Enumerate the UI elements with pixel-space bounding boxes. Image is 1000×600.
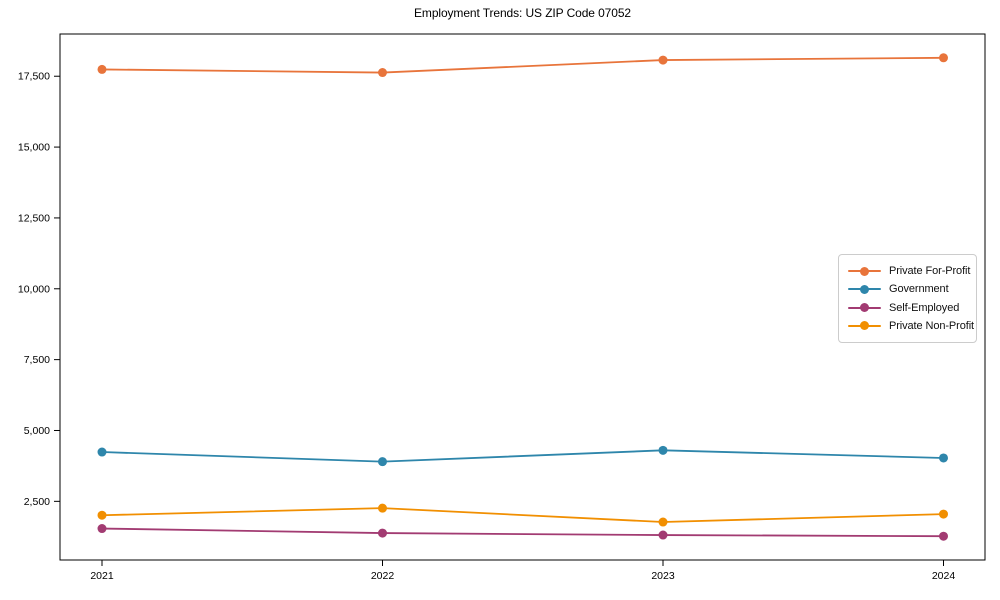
line-government bbox=[101, 449, 944, 463]
marker-private-non-profit-2021 bbox=[97, 510, 107, 520]
legend-label: Government bbox=[889, 283, 949, 296]
marker-self-employed-2023 bbox=[658, 530, 668, 540]
marker-self-employed-2024 bbox=[939, 531, 948, 541]
legend-marker-dot bbox=[860, 266, 869, 276]
legend-item-private-for-profit: Private For-Profit bbox=[848, 262, 971, 280]
x-tick-label: 2023 bbox=[651, 570, 675, 582]
legend-label: Private Non-Profit bbox=[889, 319, 975, 332]
marker-government-2021 bbox=[97, 447, 107, 457]
legend-swatch-government bbox=[848, 284, 881, 294]
marker-private-for-profit-2021 bbox=[97, 64, 107, 74]
line-self-employed bbox=[101, 527, 944, 538]
y-tick-label: 5,000 bbox=[24, 425, 50, 437]
legend-item-private-non-profit: Private Non-Profit bbox=[848, 317, 974, 335]
y-tick-label: 17,500 bbox=[18, 71, 50, 83]
legend-swatch-private-for-profit bbox=[848, 266, 881, 276]
marker-private-non-profit-2022 bbox=[378, 503, 387, 513]
marker-self-employed-2022 bbox=[378, 528, 387, 538]
marker-private-non-profit-2024 bbox=[939, 509, 948, 519]
marker-government-2022 bbox=[378, 457, 387, 467]
marker-government-2024 bbox=[939, 453, 948, 463]
chart-title: Employment Trends: US ZIP Code 07052 bbox=[414, 6, 631, 20]
legend-label: Self-Employed bbox=[889, 301, 960, 314]
line-private-for-profit bbox=[101, 56, 944, 74]
x-tick-label: 2024 bbox=[932, 570, 956, 582]
legend-marker-dot bbox=[860, 303, 869, 313]
legend-item-self-employed: Self-Employed bbox=[848, 299, 968, 317]
y-tick-label: 15,000 bbox=[18, 142, 50, 154]
x-tick-label: 2022 bbox=[371, 570, 395, 582]
marker-private-non-profit-2023 bbox=[658, 517, 668, 527]
y-tick-label: 2,500 bbox=[24, 496, 50, 508]
marker-government-2023 bbox=[658, 445, 668, 455]
plot-border bbox=[59, 33, 986, 561]
legend: Private For-Profit Government Self-Employe… bbox=[838, 254, 977, 343]
y-tick-label: 10,000 bbox=[18, 283, 50, 295]
y-tick-label: 12,500 bbox=[18, 212, 50, 224]
legend-swatch-self-employed bbox=[848, 303, 881, 313]
marker-self-employed-2021 bbox=[97, 524, 107, 534]
line-private-non-profit bbox=[101, 507, 944, 523]
x-tick-label: 2021 bbox=[90, 570, 114, 582]
marker-private-for-profit-2022 bbox=[378, 68, 387, 78]
marker-private-for-profit-2023 bbox=[658, 55, 668, 65]
y-tick-label: 7,500 bbox=[24, 354, 50, 366]
legend-label: Private For-Profit bbox=[889, 265, 971, 277]
legend-swatch-private-non-profit bbox=[848, 321, 881, 331]
legend-item-government: Government bbox=[848, 280, 968, 298]
legend-marker-dot bbox=[860, 321, 869, 331]
marker-private-for-profit-2024 bbox=[939, 53, 948, 63]
legend-marker-dot bbox=[860, 284, 869, 294]
